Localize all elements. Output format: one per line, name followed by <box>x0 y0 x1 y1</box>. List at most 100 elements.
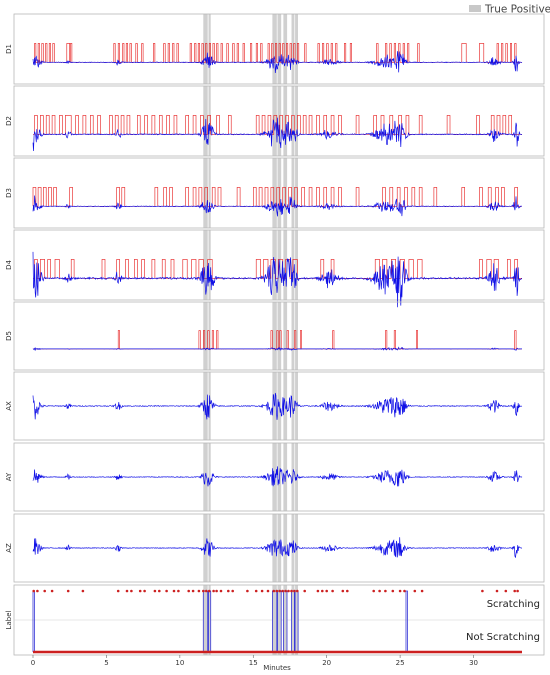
panel-d4: D4 <box>5 229 545 308</box>
panel-ay: AY <box>5 442 545 512</box>
panel-label-ay: AY <box>5 472 13 481</box>
panel-label-az: AZ <box>5 543 13 553</box>
x-tick-label: 20 <box>322 659 331 667</box>
true-positive-band <box>277 14 282 84</box>
scratching-point <box>125 589 129 593</box>
scratching-point <box>50 589 54 593</box>
scratching-point <box>516 589 519 593</box>
panel-frame <box>13 157 545 229</box>
scratching-point <box>205 589 208 593</box>
true-positive-band <box>277 302 282 370</box>
x-tick-label: 25 <box>396 659 405 667</box>
scratching-point <box>293 589 296 593</box>
panel-label-label: Label <box>5 611 13 630</box>
panel-d5: D5 <box>5 301 545 371</box>
panel-frame <box>13 85 545 157</box>
true-positive-band <box>272 443 277 511</box>
panel-label-d2: D2 <box>5 116 13 126</box>
scratching-point <box>275 589 279 593</box>
true-positive-band <box>283 158 288 228</box>
true-positive-band <box>291 302 295 370</box>
scratching-point <box>290 589 293 593</box>
scratching-point <box>413 589 417 593</box>
true-positive-band <box>272 86 277 156</box>
scratching-point <box>197 589 201 593</box>
scratching-point <box>138 589 142 593</box>
signal-trace-ax <box>32 392 523 420</box>
scratching-point <box>43 589 46 593</box>
x-axis-label: Minutes <box>263 664 291 672</box>
true-positive-band <box>208 14 211 84</box>
panel-ax: AX <box>5 371 545 441</box>
true-positive-band <box>295 372 298 440</box>
scratching-point <box>254 589 258 593</box>
true-positive-band <box>203 302 208 370</box>
panel-label-d3: D3 <box>5 188 13 198</box>
scratching-point <box>372 589 376 593</box>
panel-label-d5: D5 <box>5 331 13 341</box>
true-positive-band <box>295 443 298 511</box>
true-positive-band <box>277 514 282 582</box>
true-positive-band <box>277 86 282 156</box>
scratching-point <box>202 589 205 593</box>
scratching-point <box>325 589 329 593</box>
x-tick-label: 30 <box>469 659 478 667</box>
true-positive-band <box>203 158 208 228</box>
scratching-point <box>153 589 157 593</box>
true-positive-band <box>277 158 282 228</box>
class-label-not-scratching: Not Scratching <box>466 632 540 643</box>
true-positive-band <box>291 14 295 84</box>
signal-trace-d2 <box>32 117 523 152</box>
panel-label-ax: AX <box>5 401 13 411</box>
panel-label-d1: D1 <box>5 44 13 54</box>
panel-label: Label Scratching Not Scratching <box>5 584 545 656</box>
scratching-point <box>66 589 70 593</box>
panel-frame <box>13 513 545 583</box>
true-positive-band <box>272 302 277 370</box>
scratching-point <box>231 589 234 593</box>
panel-d2: D2 <box>5 85 545 157</box>
scratching-point <box>191 589 195 593</box>
scratching-point <box>321 589 324 593</box>
scratching-point <box>215 589 218 593</box>
class-label-scratching: Scratching <box>487 599 540 610</box>
true-positive-band <box>208 443 211 511</box>
true-positive-band <box>295 14 298 84</box>
panel-d3: D3 <box>5 157 545 229</box>
scratching-point <box>278 589 282 593</box>
scratching-point <box>303 589 307 593</box>
signal-trace-d4 <box>32 251 523 308</box>
true-positive-band <box>208 86 211 156</box>
scratching-point <box>398 589 402 593</box>
true-positive-band <box>291 86 295 156</box>
true-positive-band <box>208 230 211 300</box>
event-series-d5 <box>33 330 522 350</box>
signal-trace-d3 <box>32 195 522 217</box>
true-positive-band <box>291 372 295 440</box>
panel-label-d4: D4 <box>5 260 13 270</box>
true-positive-band <box>203 230 208 300</box>
scratching-point <box>316 589 320 593</box>
panel-frame <box>13 371 545 441</box>
scratching-point <box>32 589 35 593</box>
true-positive-band <box>272 158 277 228</box>
x-tick-label: 0 <box>31 659 35 667</box>
scratching-point <box>272 589 276 593</box>
x-tick-label: 5 <box>104 659 108 667</box>
signal-trace-az <box>32 537 523 558</box>
scratching-point <box>227 589 230 593</box>
signal-trace-d1 <box>32 51 523 74</box>
scratching-point <box>513 589 516 593</box>
label-trace <box>32 590 522 653</box>
true-positive-band <box>208 302 211 370</box>
true-positive-band <box>295 302 298 370</box>
legend-label: True Positives <box>484 4 550 16</box>
scratching-point <box>346 589 349 593</box>
scratching-point <box>281 589 284 593</box>
true-positive-band <box>283 302 288 370</box>
scratching-point <box>36 589 39 593</box>
true-positive-band <box>272 14 277 84</box>
scratching-point <box>212 589 215 593</box>
scratching-point <box>420 589 424 593</box>
scratching-point <box>284 589 287 593</box>
